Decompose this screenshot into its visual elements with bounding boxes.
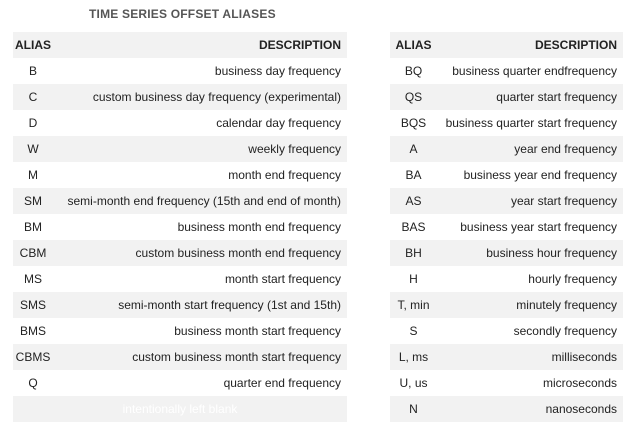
alias-cell: BAS	[401, 220, 426, 234]
alias-cell: Q	[28, 376, 38, 390]
description-cell: business hour frequency	[486, 246, 617, 260]
description-cell: semi-month start frequency (1st and 15th…	[118, 298, 341, 312]
description-cell: nanoseconds	[545, 402, 617, 416]
description-cell: business month end frequency	[177, 220, 341, 234]
table-row: AS year start frequency	[390, 188, 623, 214]
alias-cell: BQ	[404, 64, 423, 78]
description-cell: microseconds	[542, 376, 617, 390]
alias-cell: CBM	[19, 246, 47, 260]
table-row: SMS semi-month start frequency (1st and 1…	[13, 292, 347, 318]
alias-cell: A	[409, 142, 418, 156]
table-row: MS month start frequency	[13, 266, 347, 292]
table-row: L, ms milliseconds	[390, 344, 623, 370]
description-cell: secondly frequency	[513, 324, 617, 338]
blank-row: intentionally left blank	[13, 396, 347, 422]
description-column-header: DESCRIPTION	[534, 38, 617, 52]
table-row: QS quarter start frequency	[390, 84, 623, 110]
description-cell: milliseconds	[551, 350, 617, 364]
description-cell: hourly frequency	[528, 272, 617, 286]
description-cell: year end frequency	[514, 142, 617, 156]
alias-column-header: ALIAS	[15, 38, 51, 52]
table-row: BH business hour frequency	[390, 240, 623, 266]
offset-aliases-table-right: ALIAS DESCRIPTION BQ business quarter end…	[390, 32, 623, 422]
alias-cell: CBMS	[15, 350, 51, 364]
alias-cell: W	[27, 142, 39, 156]
description-cell: weekly frequency	[248, 142, 341, 156]
description-cell: month start frequency	[224, 272, 341, 286]
description-cell: year start frequency	[510, 194, 617, 208]
alias-cell: C	[28, 90, 38, 104]
page-title: TIME SERIES OFFSET ALIASES	[89, 7, 276, 21]
description-cell: month end frequency	[228, 168, 341, 182]
alias-cell: H	[409, 272, 418, 286]
table-row: BQ business quarter endfrequency	[390, 58, 623, 84]
alias-cell: S	[409, 324, 418, 338]
alias-cell: SMS	[19, 298, 46, 312]
alias-cell: L, ms	[398, 350, 429, 364]
table-row: U, us microseconds	[390, 370, 623, 396]
table-body: BQ business quarter endfrequency QS quarter…	[390, 58, 623, 422]
description-cell: business year start frequency	[460, 220, 617, 234]
description-cell: custom business month start frequency	[132, 350, 341, 364]
table-header-row: ALIAS DESCRIPTION	[13, 32, 347, 58]
description-cell: business month start frequency	[174, 324, 341, 338]
alias-cell: N	[409, 402, 418, 416]
description-cell: business year end frequency	[463, 168, 617, 182]
description-cell: calendar day frequency	[216, 116, 341, 130]
table-row: BAS business year start frequency	[390, 214, 623, 240]
alias-cell: M	[28, 168, 38, 182]
alias-cell: BA	[405, 168, 422, 182]
description-cell: quarter start frequency	[496, 90, 617, 104]
description-cell: custom business month end frequency	[135, 246, 341, 260]
description-cell: business quarter start frequency	[445, 116, 617, 130]
alias-cell: MS	[24, 272, 42, 286]
description-column-header: DESCRIPTION	[258, 38, 341, 52]
description-cell: minutely frequency	[516, 298, 617, 312]
description-cell: business day frequency	[214, 64, 341, 78]
table-row: BMS business month start frequency	[13, 318, 347, 344]
description-cell: custom business day frequency (experimen…	[92, 90, 341, 104]
alias-cell: D	[28, 116, 38, 130]
table-row: BQS business quarter start frequency	[390, 110, 623, 136]
alias-cell: T, min	[397, 298, 430, 312]
table-row: CBMS custom business month start frequenc…	[13, 344, 347, 370]
alias-cell: QS	[404, 90, 423, 104]
table-row: T, min minutely frequency	[390, 292, 623, 318]
table-row: BA business year end frequency	[390, 162, 623, 188]
description-cell: business quarter endfrequency	[452, 64, 617, 78]
alias-cell: U, us	[399, 376, 428, 390]
table-row: BM business month end frequency	[13, 214, 347, 240]
alias-column-header: ALIAS	[395, 38, 432, 52]
table-row: CBM custom business month end frequency	[13, 240, 347, 266]
description-cell: quarter end frequency	[223, 376, 341, 390]
alias-cell: BQS	[400, 116, 427, 130]
table-row: SM semi-month end frequency (15th and end…	[13, 188, 347, 214]
alias-cell: BM	[24, 220, 42, 234]
table-header-row: ALIAS DESCRIPTION	[390, 32, 623, 58]
alias-cell: BMS	[19, 324, 46, 338]
alias-cell: B	[28, 64, 37, 78]
alias-cell: BH	[405, 246, 422, 260]
alias-cell: SM	[24, 194, 42, 208]
blank-row-note: intentionally left blank	[122, 402, 238, 416]
description-cell: semi-month end frequency (15th and end o…	[67, 194, 342, 208]
alias-cell: AS	[405, 194, 422, 208]
